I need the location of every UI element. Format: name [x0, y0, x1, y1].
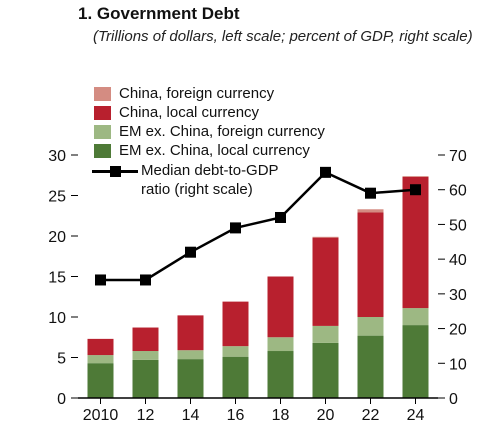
bar-segment-china-local — [402, 176, 429, 309]
bar-segment-china-local — [177, 315, 204, 351]
legend-item-china-local: China, local currency — [94, 103, 325, 122]
bar-segment-em-fx — [312, 325, 339, 343]
left-axis-tick-label: 5 — [57, 351, 66, 368]
bar-segment-em-local — [132, 359, 159, 398]
chart-title: 1. Government Debt — [78, 4, 240, 23]
median-line — [100, 170, 416, 282]
legend-item-em-fx: EM ex. China, foreign currency — [94, 122, 325, 141]
bar-segment-em-fx — [132, 351, 159, 360]
bar-segment-china-local — [267, 276, 294, 338]
right-axis-tick-label: 30 — [449, 287, 467, 304]
bar-segment-china-fx — [357, 209, 384, 213]
legend-swatch-china-local — [94, 105, 111, 120]
bar-segment-em-local — [402, 325, 429, 398]
median-point — [365, 187, 376, 199]
bar-segment-em-local — [222, 356, 249, 398]
x-axis-tick-label: 18 — [272, 407, 290, 424]
right-axis-tick-label: 40 — [449, 252, 467, 269]
left-axis-tick-label: 10 — [48, 310, 66, 327]
bar-segment-china-local — [87, 338, 114, 356]
legend-item-median: Median debt-to-GDP ratio (right scale) — [92, 161, 325, 199]
left-axis-tick-label: 0 — [57, 391, 66, 408]
right-axis-tick-label: 60 — [449, 183, 467, 200]
median-point — [320, 166, 331, 178]
legend-label-china-local: China, local currency — [119, 104, 260, 121]
bar-segment-em-fx — [87, 355, 114, 364]
right-axis-tick-label: 0 — [449, 391, 458, 408]
legend-item-em-local: EM ex. China, local currency — [94, 141, 325, 160]
right-axis-tick-label: 50 — [449, 217, 467, 234]
x-axis-tick-label: 16 — [227, 407, 245, 424]
x-axis-tick-label: 20 — [317, 407, 335, 424]
bar-segment-em-fx — [222, 346, 249, 357]
median-point — [230, 222, 241, 234]
bar-segment-em-fx — [177, 350, 204, 360]
left-axis-tick-label: 25 — [48, 189, 66, 206]
right-axis-tick-label: 10 — [449, 356, 467, 373]
legend-swatch-em-fx — [94, 124, 111, 139]
median-point — [275, 211, 286, 223]
x-axis-tick-label: 2010 — [83, 407, 119, 424]
bar-segment-em-local — [357, 335, 384, 398]
bar-segment-china-local — [357, 212, 384, 317]
bar-segment-china-local — [132, 327, 159, 352]
legend-label-median: Median debt-to-GDP ratio (right scale) — [141, 162, 279, 198]
median-point — [140, 274, 151, 286]
median-point — [410, 184, 421, 196]
x-axis-tick-label: 14 — [182, 407, 200, 424]
chart-subtitle: (Trillions of dollars, left scale; perce… — [93, 28, 473, 45]
bar-segment-em-local — [87, 363, 114, 398]
legend-label-em-fx: EM ex. China, foreign currency — [119, 123, 325, 140]
right-axis-tick-label: 20 — [449, 322, 467, 339]
bar-segment-china-local — [312, 237, 339, 326]
legend-swatch-em-local — [94, 143, 111, 158]
left-axis-tick-label: 30 — [48, 148, 66, 165]
left-axis-tick-label: 20 — [48, 229, 66, 246]
bar-segment-china-local — [222, 301, 249, 347]
bar-segment-em-local — [267, 351, 294, 398]
bar-segment-china-fx — [402, 176, 429, 177]
bar-segment-em-fx — [357, 317, 384, 336]
legend-swatch-china-fx — [94, 86, 111, 101]
bar-segment-china-fx — [312, 236, 339, 238]
bar-segment-em-fx — [402, 308, 429, 326]
legend-label-em-local: EM ex. China, local currency — [119, 142, 310, 159]
legend-item-china-fx: China, foreign currency — [94, 84, 325, 103]
bar-segment-em-local — [312, 342, 339, 398]
bar-segment-em-fx — [267, 337, 294, 352]
right-axis-tick-label: 70 — [449, 148, 467, 165]
legend-line-symbol — [92, 161, 138, 180]
median-point — [185, 246, 196, 258]
median-point — [95, 274, 106, 286]
x-axis-tick-label: 22 — [362, 407, 380, 424]
x-axis-tick-label: 24 — [407, 407, 425, 424]
x-axis-tick-label: 12 — [137, 407, 155, 424]
chart-legend: China, foreign currency China, local cur… — [92, 84, 325, 199]
legend-label-china-fx: China, foreign currency — [119, 85, 275, 102]
bar-segment-em-local — [177, 359, 204, 398]
left-axis-tick-label: 15 — [48, 270, 66, 287]
